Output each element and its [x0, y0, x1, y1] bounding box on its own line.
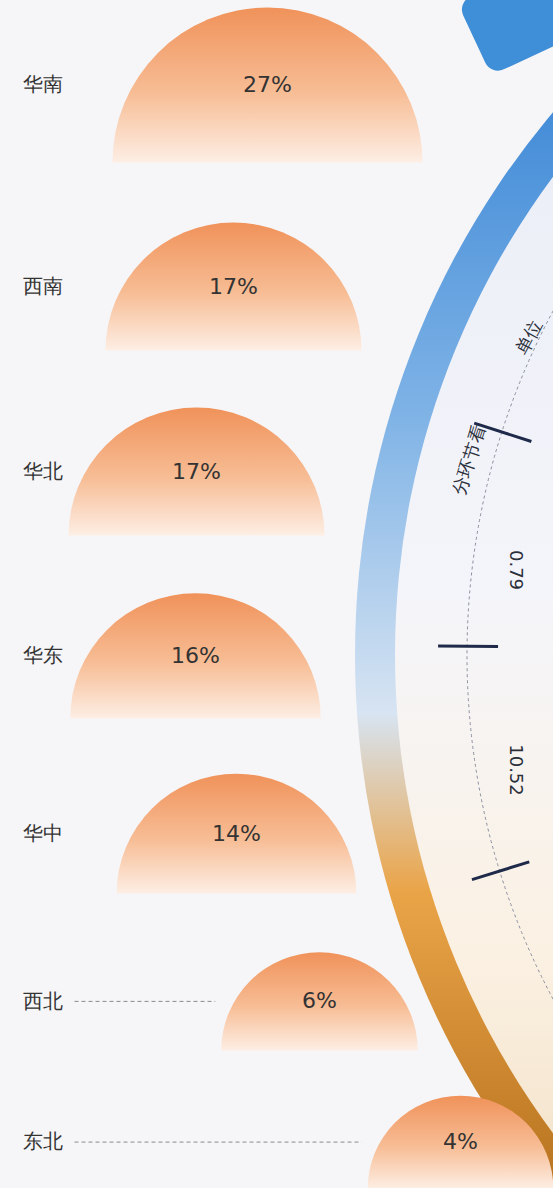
svg-text:17%: 17%: [172, 459, 221, 484]
svg-text:17%: 17%: [209, 274, 258, 299]
svg-text:4%: 4%: [443, 1129, 478, 1154]
svg-text:27%: 27%: [243, 72, 292, 97]
svg-text:0.79: 0.79: [506, 550, 527, 590]
svg-text:东北: 东北: [23, 1129, 63, 1153]
svg-text:10.52: 10.52: [506, 744, 527, 796]
svg-text:华南: 华南: [23, 72, 63, 96]
svg-text:西南: 西南: [23, 274, 63, 298]
svg-text:分环节看: 分环节看: [447, 422, 489, 497]
svg-text:华北: 华北: [23, 459, 63, 483]
svg-text:6%: 6%: [302, 988, 337, 1013]
svg-text:西北: 西北: [23, 989, 63, 1013]
svg-text:华东: 华东: [23, 643, 63, 667]
svg-text:华中: 华中: [23, 821, 63, 845]
svg-text:14%: 14%: [212, 821, 261, 846]
svg-text:单位: 单位: [511, 316, 546, 358]
svg-text:16%: 16%: [171, 643, 220, 668]
